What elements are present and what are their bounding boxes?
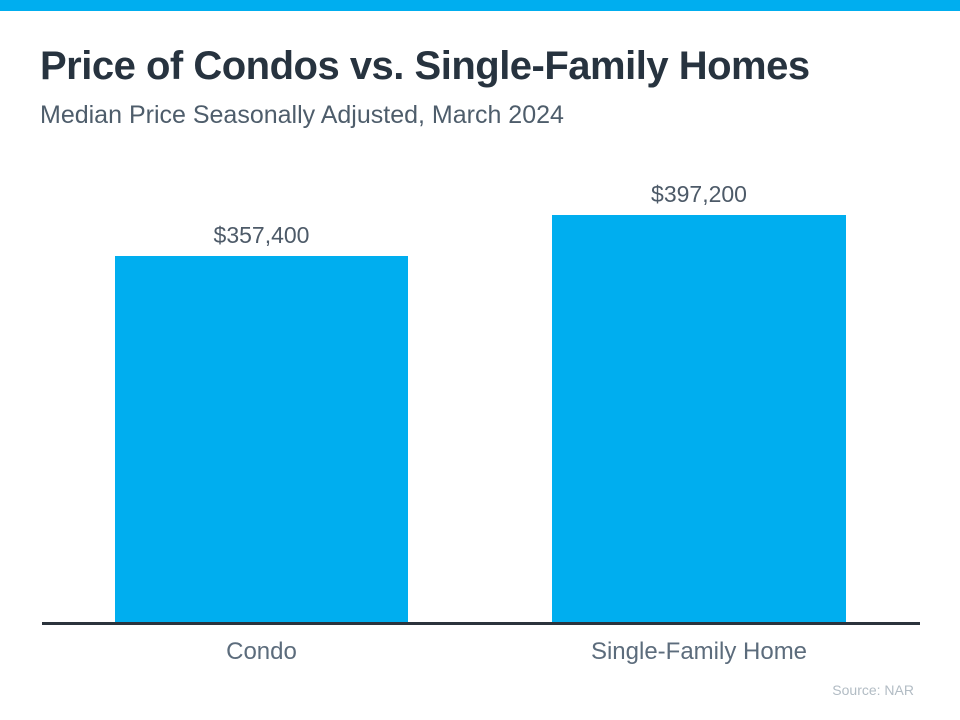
bar-value-label-condo: $357,400 xyxy=(213,222,310,248)
bar-group-single-family: $397,200 xyxy=(552,181,846,622)
source-credit: Source: NAR xyxy=(832,682,914,698)
brand-accent-strip xyxy=(0,0,960,11)
bar-condo xyxy=(115,256,408,622)
chart-title: Price of Condos vs. Single-Family Homes xyxy=(40,44,810,88)
bar-single-family xyxy=(552,215,846,622)
chart-subtitle: Median Price Seasonally Adjusted, March … xyxy=(40,101,564,129)
x-axis-label-single-family: Single-Family Home xyxy=(590,638,808,665)
x-axis-label-condo: Condo xyxy=(226,638,297,665)
bar-group-condo: $357,400 xyxy=(115,222,408,622)
x-axis-line xyxy=(42,622,920,625)
bar-value-label-single-family: $397,200 xyxy=(651,181,747,207)
